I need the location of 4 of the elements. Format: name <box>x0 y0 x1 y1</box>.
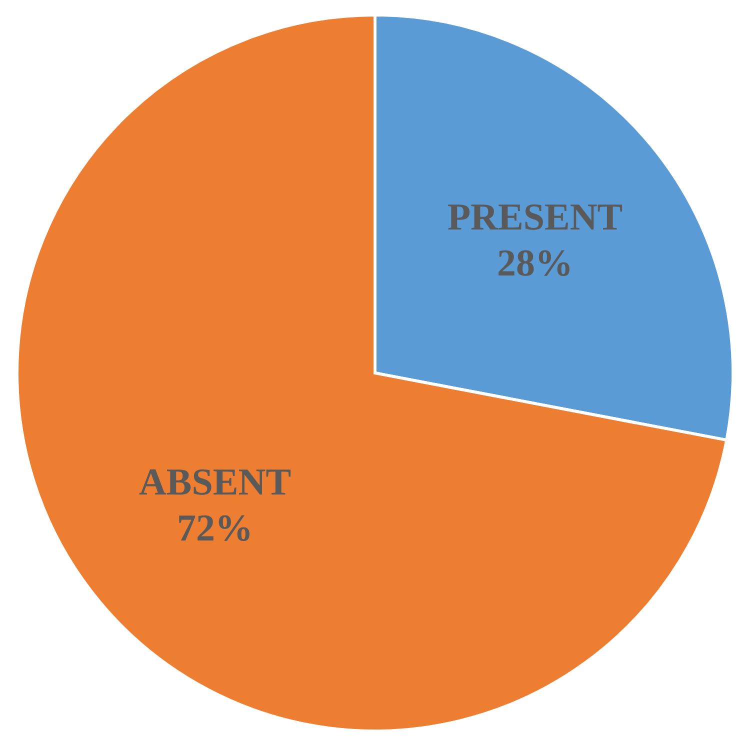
slice-label: PRESENT <box>447 196 623 239</box>
data-label: 72% <box>177 507 254 550</box>
slice-label: ABSENT <box>138 461 292 504</box>
data-label: 28% <box>496 242 573 285</box>
